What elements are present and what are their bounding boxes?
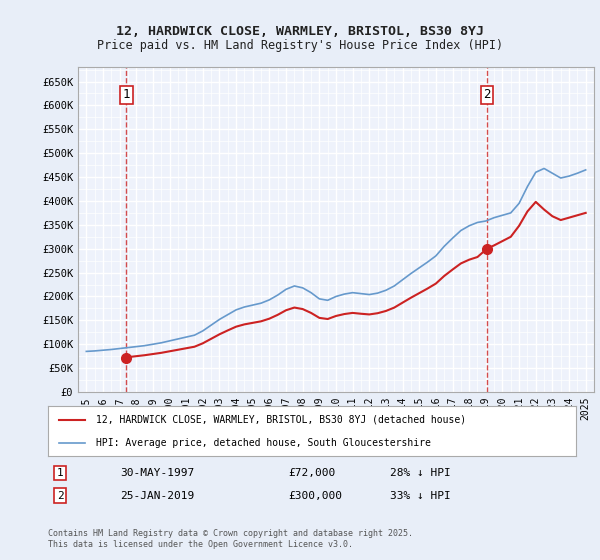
- Text: Price paid vs. HM Land Registry's House Price Index (HPI): Price paid vs. HM Land Registry's House …: [97, 39, 503, 52]
- Text: HPI: Average price, detached house, South Gloucestershire: HPI: Average price, detached house, Sout…: [95, 438, 430, 448]
- Text: 1: 1: [122, 88, 130, 101]
- Text: 33% ↓ HPI: 33% ↓ HPI: [390, 491, 451, 501]
- Text: 12, HARDWICK CLOSE, WARMLEY, BRISTOL, BS30 8YJ (detached house): 12, HARDWICK CLOSE, WARMLEY, BRISTOL, BS…: [95, 414, 466, 424]
- Text: 30-MAY-1997: 30-MAY-1997: [120, 468, 194, 478]
- Text: 1: 1: [56, 468, 64, 478]
- Text: 2: 2: [483, 88, 491, 101]
- Text: 25-JAN-2019: 25-JAN-2019: [120, 491, 194, 501]
- Text: 12, HARDWICK CLOSE, WARMLEY, BRISTOL, BS30 8YJ: 12, HARDWICK CLOSE, WARMLEY, BRISTOL, BS…: [116, 25, 484, 38]
- Text: £72,000: £72,000: [288, 468, 335, 478]
- Text: 2: 2: [56, 491, 64, 501]
- Text: Contains HM Land Registry data © Crown copyright and database right 2025.
This d: Contains HM Land Registry data © Crown c…: [48, 529, 413, 549]
- Text: £300,000: £300,000: [288, 491, 342, 501]
- Text: 28% ↓ HPI: 28% ↓ HPI: [390, 468, 451, 478]
